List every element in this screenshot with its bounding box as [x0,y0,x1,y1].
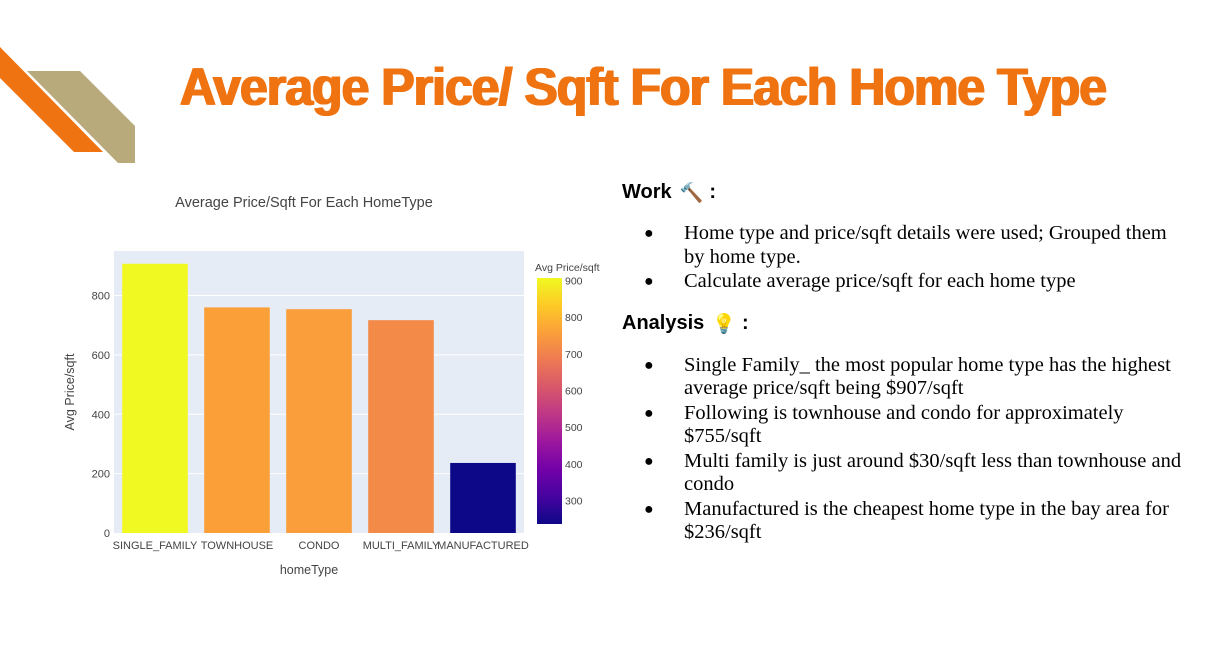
y-axis-label: Avg Price/sqft [63,353,77,430]
slide-title: Average Price/ Sqft For Each Home Type [179,57,1107,117]
bullet-icon: ● [644,452,654,470]
y-tick-label: 200 [92,469,110,481]
analysis-bullet-list: ● Single Family_ the most popular home ty… [622,354,1182,545]
bullet-text: Single Family_ the most popular home typ… [684,353,1171,400]
bar-manufactured [450,462,516,533]
analysis-heading: Analysis 💡 : [622,308,1182,340]
bar-multi-family [368,320,434,533]
work-heading-colon: : [709,180,716,203]
bullet-text: Home type and price/sqft details were us… [684,222,1167,268]
colorbar-tick-label: 300 [565,496,583,508]
orange-stripe [0,47,103,152]
x-tick-label: MULTI_FAMILY [363,540,440,552]
list-item: ● Following is townhouse and condo for ap… [622,402,1182,449]
list-item: ● Multi family is just around $30/sqft le… [622,450,1182,497]
colorbar-tick-label: 400 [565,459,583,471]
corner-decoration [0,47,135,163]
analysis-heading-colon: : [741,312,749,334]
bullet-icon: ● [644,356,654,374]
y-tick-label: 800 [92,291,110,303]
x-tick-label: TOWNHOUSE [201,540,274,552]
bullet-icon: ● [644,404,654,422]
colorbar-tick-label: 900 [565,276,583,288]
y-tick-label: 600 [92,350,110,362]
y-tick-label: 400 [92,409,110,421]
work-heading: Work 🔨 : [622,176,1182,208]
bar-single-family [122,263,188,533]
work-heading-label: Work [622,180,672,203]
x-axis-label: homeType [280,563,338,577]
bullet-text: Following is townhouse and condo for app… [684,401,1124,448]
tan-stripe [27,71,135,163]
hammer-icon: 🔨 [679,181,704,204]
colorbar-tick-label: 500 [565,422,583,434]
x-tick-label: MANUFACTURED [437,540,529,552]
colorbar-tick-label: 700 [565,349,583,361]
text-panel: Work 🔨 : ● Home type and price/sqft detai… [622,176,1182,559]
list-item: ● Manufactured is the cheapest home type … [622,498,1182,545]
colorbar [537,278,562,524]
bullet-icon: ● [644,273,654,290]
bullet-text: Calculate average price/sqft for each ho… [684,270,1076,292]
y-tick-label: 0 [104,528,110,540]
bar-condo [286,309,352,533]
lightbulb-icon: 💡 [712,313,736,335]
list-item: ● Calculate average price/sqft for each h… [622,270,1182,294]
work-bullet-list: ● Home type and price/sqft details were u… [622,222,1182,294]
bar-chart: Average Price/Sqft For Each HomeType 0 200… [63,195,600,577]
x-tick-label: CONDO [299,540,340,552]
bullet-icon: ● [644,500,654,518]
colorbar-tick-label: 800 [565,312,583,324]
bullet-text: Manufactured is the cheapest home type i… [684,497,1169,544]
bullet-icon: ● [644,225,654,242]
list-item: ● Single Family_ the most popular home ty… [622,354,1182,401]
colorbar-tick-label: 600 [565,386,583,398]
chart-title: Average Price/Sqft For Each HomeType [175,195,433,211]
analysis-heading-label: Analysis [622,312,705,334]
bullet-text: Multi family is just around $30/sqft les… [684,449,1182,496]
colorbar-title: Avg Price/sqft [535,262,600,274]
x-tick-label: SINGLE_FAMILY [113,540,198,552]
list-item: ● Home type and price/sqft details were u… [622,222,1182,269]
bar-townhouse [204,307,270,533]
